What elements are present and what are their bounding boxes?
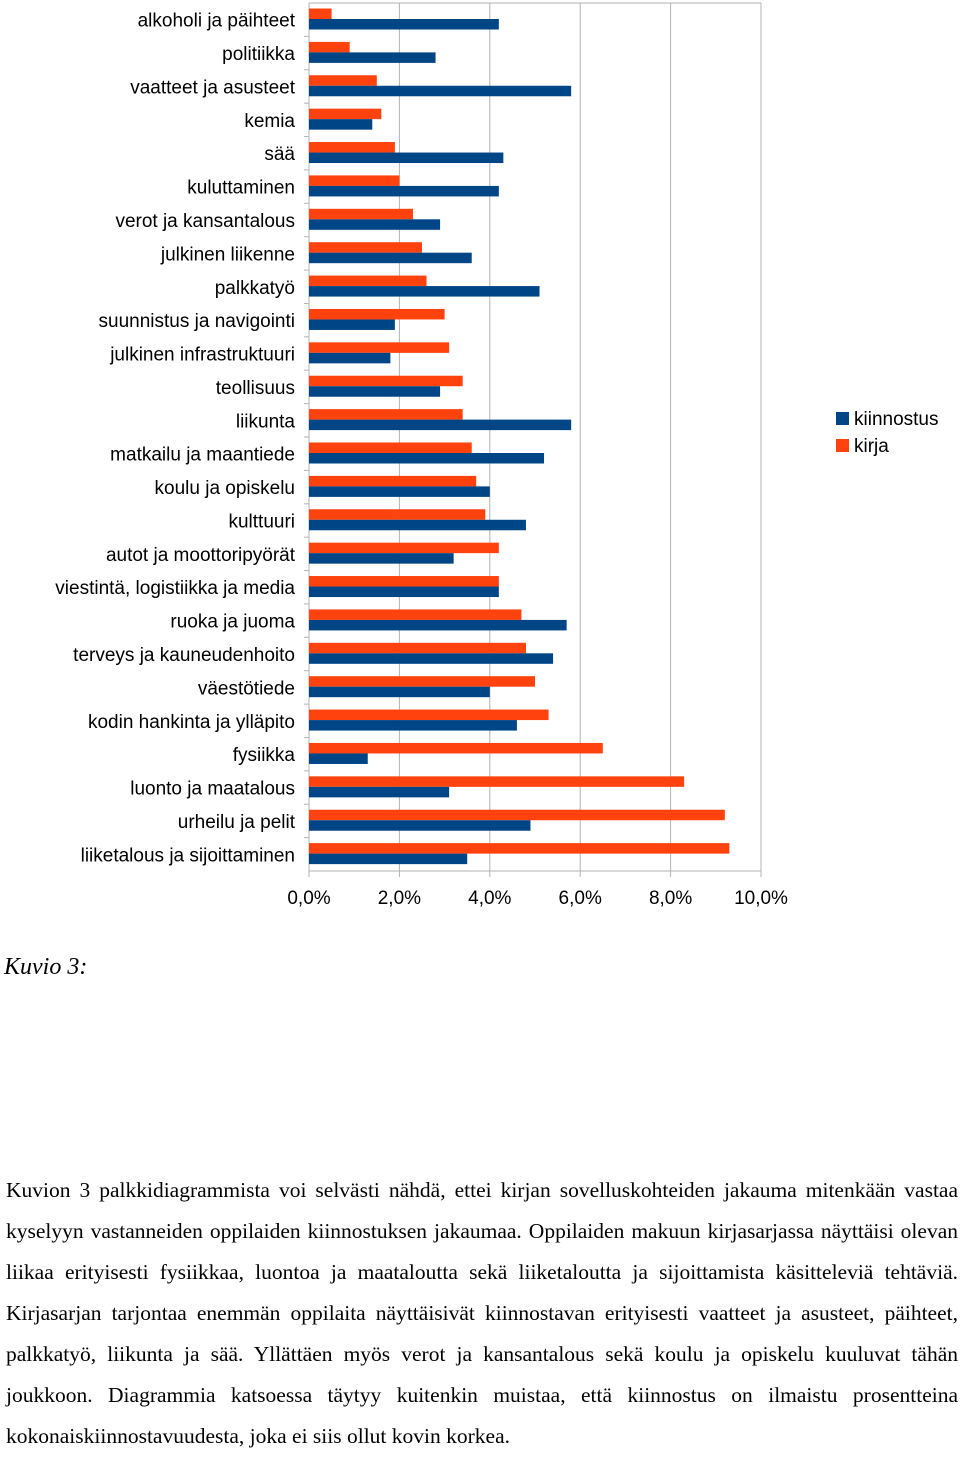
bar-kiinnostus	[309, 786, 450, 798]
category-label: politiikka	[222, 44, 295, 65]
bar-kirja	[309, 108, 382, 120]
bar-kirja	[309, 709, 549, 721]
bar-kiinnostus	[309, 252, 472, 264]
legend-label-kiinnostus: kiinnostus	[854, 409, 939, 430]
category-label: matkailu ja maantiede	[110, 445, 295, 466]
legend-swatch-kiinnostus	[836, 412, 849, 425]
category-label: julkinen liikenne	[160, 244, 295, 265]
bar-kirja	[309, 242, 422, 253]
bar-kirja	[309, 776, 685, 787]
category-label: koulu ja opiskelu	[155, 478, 295, 499]
x-tick-label: 2,0%	[378, 888, 421, 909]
bar-kiinnostus	[309, 519, 526, 531]
category-label: kemia	[244, 111, 295, 132]
figure-caption: Kuvio 3:	[4, 954, 88, 980]
bar-kiinnostus	[309, 619, 567, 631]
bar-kiinnostus	[309, 586, 499, 598]
bar-kirja	[309, 375, 463, 387]
bar-kirja	[309, 308, 445, 320]
bar-kirja	[309, 275, 427, 287]
body-paragraph: Kuvion 3 palkkidiagrammista voi selvästi…	[6, 1178, 958, 1448]
category-label: viestintä, logistiikka ja media	[55, 578, 295, 599]
bar-kiinnostus	[309, 553, 454, 564]
bar-kiinnostus	[309, 653, 554, 664]
bar-kiinnostus	[309, 419, 572, 431]
bar-kirja	[309, 75, 377, 86]
category-label: sää	[264, 144, 295, 165]
category-label: kuluttaminen	[187, 178, 295, 199]
bar-kirja	[309, 642, 526, 654]
chart-legend: kiinnostus kirja	[836, 409, 939, 457]
category-label: kulttuuri	[228, 511, 295, 532]
bar-kiinnostus	[309, 19, 499, 30]
category-labels: alkoholi ja päihteet politiikka vaatteet j…	[55, 11, 295, 867]
bar-kirja	[309, 542, 499, 554]
category-label: urheilu ja pelit	[178, 812, 296, 833]
category-label: kodin hankinta ja ylläpito	[88, 712, 295, 733]
bar-kirja	[309, 475, 477, 487]
bar-kiinnostus	[309, 352, 391, 364]
category-label: terveys ja kauneudenhoito	[73, 645, 295, 666]
bar-kiinnostus	[309, 119, 373, 130]
category-label: alkoholi ja päihteet	[138, 11, 296, 32]
x-axis-ticks: 0,0% 2,0% 4,0% 6,0% 8,0% 10,0%	[287, 888, 788, 909]
legend-swatch-kirja	[836, 439, 849, 452]
x-tick-label: 4,0%	[468, 888, 511, 909]
bar-kirja	[309, 442, 472, 453]
bar-kirja	[309, 8, 332, 19]
bar-kiinnostus	[309, 853, 468, 865]
category-label: väestötiede	[198, 678, 295, 699]
bar-kiinnostus	[309, 152, 504, 164]
bar-kiinnostus	[309, 219, 441, 230]
bar-kirja	[309, 843, 730, 854]
bar-kirja	[309, 509, 486, 520]
x-tick-label: 8,0%	[649, 888, 692, 909]
category-label: liikunta	[236, 411, 296, 432]
bar-kirja	[309, 342, 450, 353]
chart-bars	[309, 8, 730, 865]
category-label: suunnistus ja navigointi	[99, 311, 295, 332]
bar-kirja	[309, 809, 725, 821]
bar-kiinnostus	[309, 720, 517, 731]
bar-kirja	[309, 742, 603, 754]
bar-kiinnostus	[309, 686, 490, 698]
bar-kirja	[309, 676, 535, 687]
bar-kiinnostus	[309, 820, 531, 831]
bar-kirja	[309, 576, 499, 587]
bar-kiinnostus	[309, 185, 499, 197]
category-label: fysiikka	[233, 745, 296, 766]
category-label: teollisuus	[216, 378, 295, 399]
bar-kiinnostus	[309, 286, 540, 297]
x-tick-label: 10,0%	[734, 888, 788, 909]
bar-kirja	[309, 208, 413, 220]
category-label: palkkatyö	[215, 278, 295, 299]
bar-kiinnostus	[309, 52, 436, 63]
bar-kiinnostus	[309, 453, 545, 464]
category-label: ruoka ja juoma	[170, 612, 295, 633]
bar-chart: alkoholi ja päihteet politiikka vaatteet j…	[55, 2, 939, 909]
x-tick-label: 6,0%	[559, 888, 602, 909]
category-label: julkinen infrastruktuuri	[109, 345, 295, 366]
category-label: verot ja kansantalous	[115, 211, 295, 232]
category-label: luonto ja maatalous	[130, 779, 295, 800]
bar-kiinnostus	[309, 85, 572, 97]
category-label: vaatteet ja asusteet	[130, 77, 295, 98]
bar-kirja	[309, 175, 400, 186]
x-tick-label: 0,0%	[287, 888, 330, 909]
bar-kirja	[309, 142, 395, 153]
legend-label-kirja: kirja	[854, 436, 889, 457]
bar-kiinnostus	[309, 319, 395, 330]
category-label: autot ja moottoripyörät	[106, 545, 296, 566]
category-label: liiketalous ja sijoittaminen	[81, 845, 295, 866]
bar-kirja	[309, 609, 522, 620]
bar-kiinnostus	[309, 753, 368, 764]
bar-kirja	[309, 41, 350, 53]
bar-kiinnostus	[309, 486, 490, 497]
bar-kiinnostus	[309, 386, 441, 397]
bar-kirja	[309, 409, 463, 420]
